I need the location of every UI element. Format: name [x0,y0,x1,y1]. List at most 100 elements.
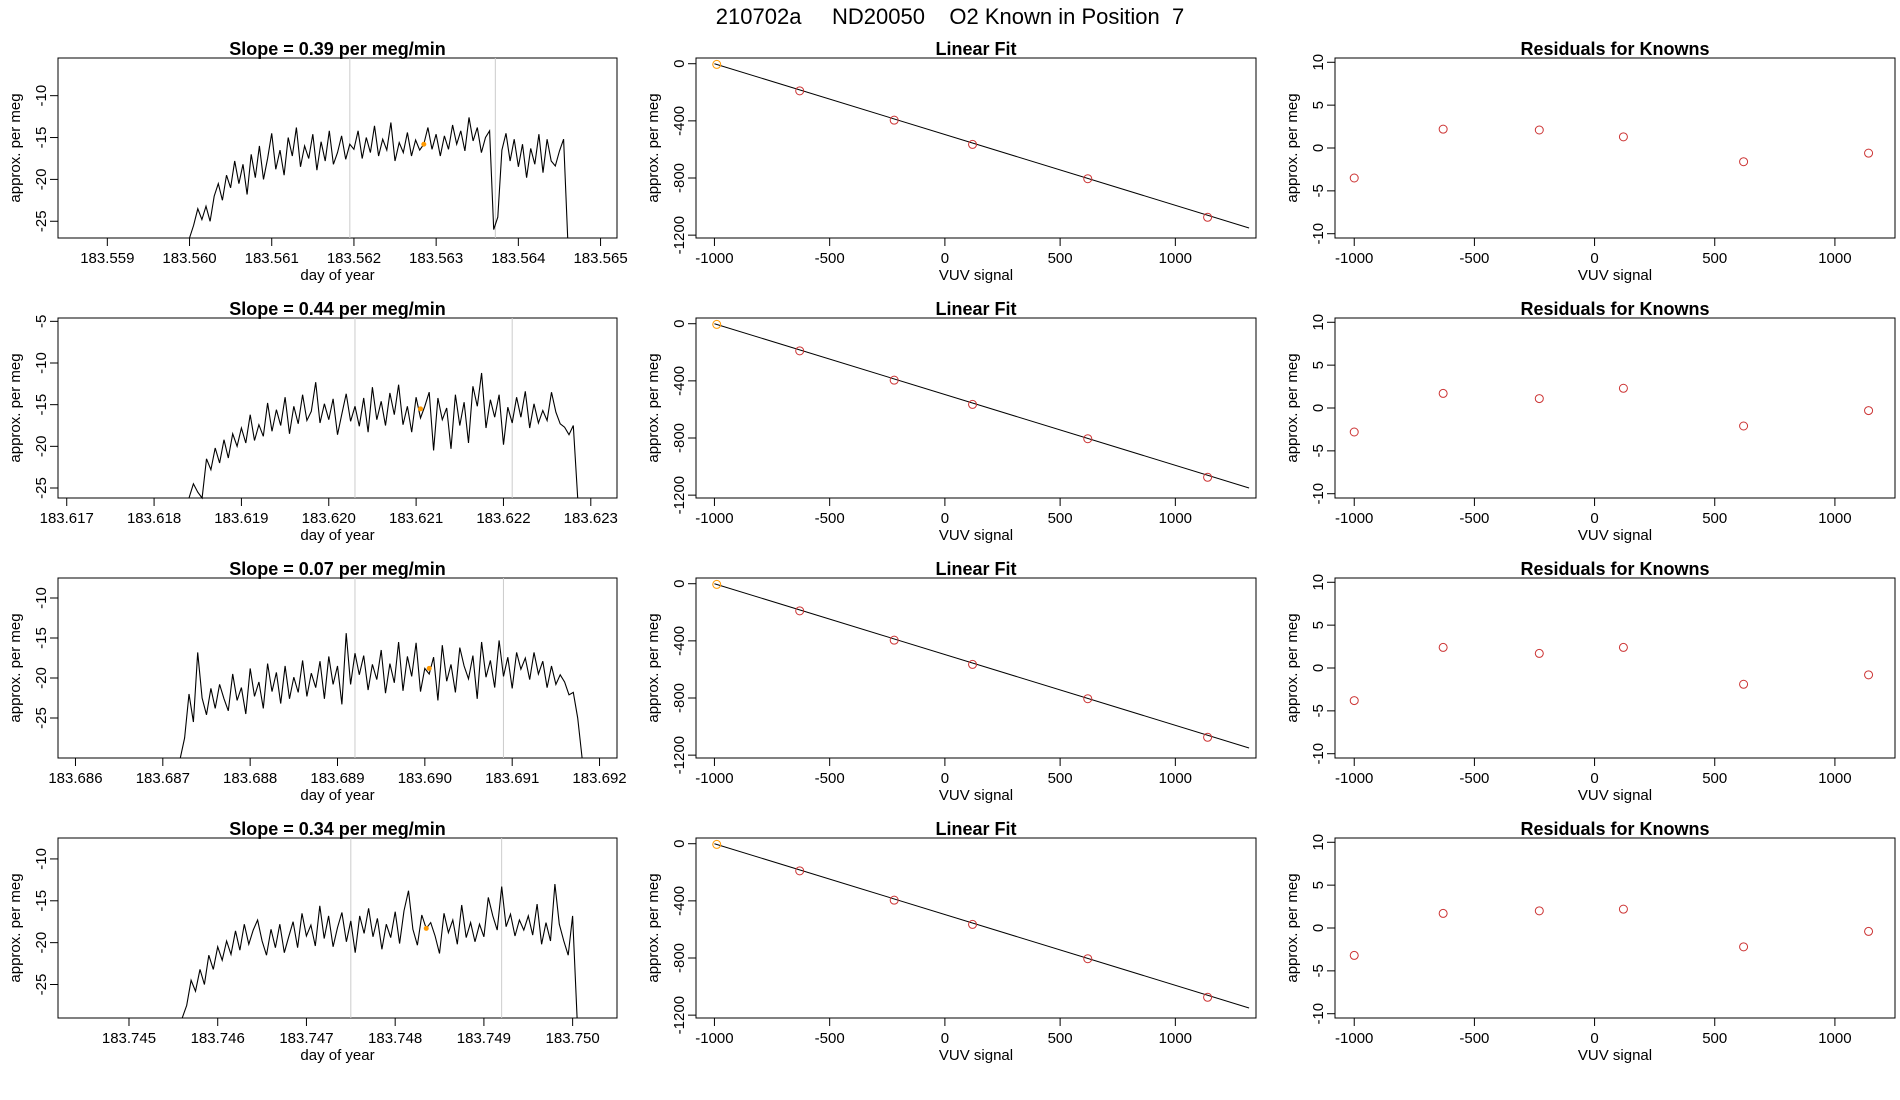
panel-title: Residuals for Knowns [1520,39,1709,59]
y-axis-label: approx. per meg [1284,873,1301,982]
x-tick-label: -500 [815,1030,845,1047]
data-point [1203,992,1213,1002]
data-point [968,139,978,149]
x-tick-label: 0 [1590,250,1598,267]
x-tick-label: 183.687 [136,770,190,787]
data-point [1534,648,1544,658]
highlight-point [421,141,427,147]
data-point [1618,642,1628,652]
panel-title: Residuals for Knowns [1520,559,1709,579]
highlight-point [423,925,429,931]
x-axis-label: VUV signal [939,527,1013,544]
y-tick-label: -400 [671,106,688,136]
x-tick-label: 183.560 [162,250,216,267]
plot-frame [695,57,1257,239]
plot-frame [695,317,1257,499]
x-tick-label: -500 [1459,770,1489,787]
data-point [1349,950,1359,960]
data-point [795,866,805,876]
y-tick-label: -10 [33,848,50,870]
y-tick-label: -15 [33,127,50,149]
x-tick-label: 500 [1702,1030,1727,1047]
x-tick-label: 183.622 [476,510,530,527]
plot-frame [695,837,1257,1019]
x-tick-label: 1000 [1159,770,1192,787]
y-tick-label: 10 [1310,574,1327,591]
data-point [1618,904,1628,914]
x-tick-label: 183.686 [48,770,102,787]
x-tick-label: 1000 [1159,510,1192,527]
data-point [968,659,978,669]
y-tick-label: -15 [33,394,50,416]
y-tick-label: 0 [671,840,688,848]
x-axis-label: VUV signal [1578,1047,1652,1064]
fit-line [714,843,1250,1009]
y-tick-label: -10 [33,85,50,107]
plot-frame [57,317,618,499]
x-tick-label: -500 [1459,1030,1489,1047]
panel-title: Residuals for Knowns [1520,299,1709,319]
panel-title: Slope = 0.44 per meg/min [229,299,446,319]
x-axis-label: VUV signal [1578,787,1652,804]
x-tick-label: 183.748 [368,1030,422,1047]
x-tick-label: 500 [1048,770,1073,787]
y-tick-label: -10 [1310,223,1327,245]
x-tick-label: 183.561 [245,250,299,267]
y-tick-label: -20 [33,932,50,954]
data-point [712,579,722,589]
y-tick-label: -25 [33,974,50,996]
y-axis-label: approx. per meg [1284,613,1301,722]
y-tick-label: -10 [1310,483,1327,505]
y-axis-label: approx. per meg [645,353,662,462]
x-tick-label: -1000 [695,250,733,267]
series-line [179,633,583,759]
y-tick-label: -20 [33,169,50,191]
y-tick-label: -25 [33,707,50,729]
x-tick-label: 500 [1048,1030,1073,1047]
x-tick-label: -1000 [695,770,733,787]
y-tick-label: 10 [1310,54,1327,71]
y-tick-label: -1200 [671,736,688,774]
x-tick-label: 183.688 [223,770,277,787]
data-point [1739,679,1749,689]
data-point [1864,926,1874,936]
y-axis-label: approx. per meg [645,613,662,722]
data-point [1203,212,1213,222]
y-axis-label: approx. per meg [7,93,24,202]
x-tick-label: 1000 [1159,250,1192,267]
y-axis-label: approx. per meg [7,353,24,462]
panel-title: Slope = 0.39 per meg/min [229,39,446,59]
x-tick-label: 500 [1048,250,1073,267]
panel-title: Linear Fit [935,299,1016,319]
plot-frame [1334,317,1896,499]
data-point [1618,383,1628,393]
y-tick-label: -1200 [671,476,688,514]
x-tick-label: 183.690 [398,770,452,787]
data-point [1739,421,1749,431]
y-tick-label: 0 [1310,924,1327,932]
data-point [795,346,805,356]
data-point [1438,124,1448,134]
y-tick-label: 5 [1310,361,1327,369]
y-tick-label: -5 [1310,444,1327,457]
x-axis-label: VUV signal [939,1047,1013,1064]
data-point [1349,173,1359,183]
data-point [1618,132,1628,142]
data-point [889,895,899,905]
x-tick-label: 183.750 [546,1030,600,1047]
panel-title: Slope = 0.34 per meg/min [229,819,446,839]
data-point [1083,174,1093,184]
x-tick-label: 1000 [1159,1030,1192,1047]
y-axis-label: approx. per meg [7,613,24,722]
x-tick-label: 183.564 [491,250,545,267]
plot-frame [695,577,1257,759]
y-tick-label: 0 [671,580,688,588]
y-tick-label: -5 [1310,964,1327,977]
x-tick-label: 183.617 [40,510,94,527]
data-point [1438,388,1448,398]
x-tick-label: 183.562 [327,250,381,267]
x-tick-label: 183.618 [127,510,181,527]
y-axis-label: approx. per meg [1284,353,1301,462]
page-title: 210702a ND20050 O2 Known in Position 7 [715,4,1185,29]
x-axis-label: day of year [300,527,374,544]
